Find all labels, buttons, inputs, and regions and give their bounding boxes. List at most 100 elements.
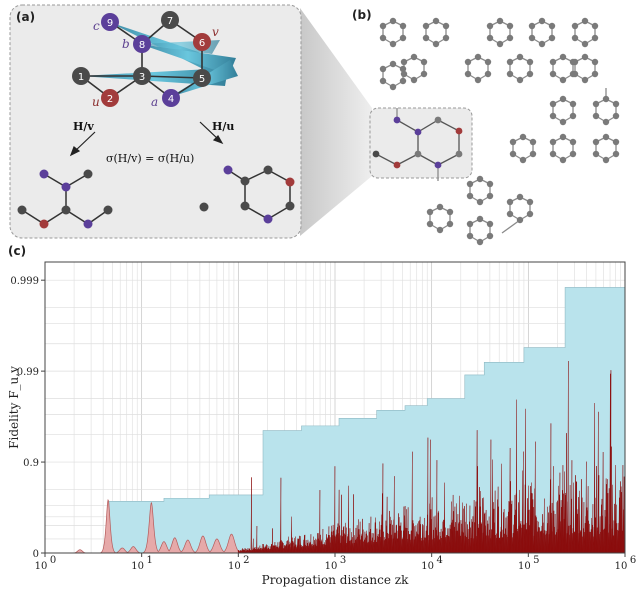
lattice-atom: [506, 34, 514, 42]
lattice-atom: [529, 138, 537, 146]
graphene-lattice: [379, 17, 620, 246]
lattice-atom: [569, 58, 577, 66]
lattice-atom: [581, 17, 589, 25]
letter-a: a: [151, 95, 158, 109]
lattice-atom: [466, 180, 474, 188]
node-7: 7: [161, 11, 179, 29]
lattice-atom: [506, 210, 514, 218]
lattice-atom: [389, 60, 397, 68]
lattice-atom: [422, 22, 430, 30]
lattice-atom: [581, 53, 589, 61]
lattice-atom: [526, 70, 534, 78]
lattice-atom: [420, 58, 428, 66]
panel-a-label: (a): [16, 10, 35, 24]
letter-b: b: [122, 37, 130, 51]
lattice-atom: [484, 70, 492, 78]
y-axis-title: Fidelity F_u,v: [7, 366, 21, 449]
lattice-atom: [581, 40, 589, 48]
lattice-atom: [496, 17, 504, 25]
lattice-atom: [581, 76, 589, 84]
lattice-atom: [379, 77, 387, 85]
lattice-atom: [516, 53, 524, 61]
lattice-atom: [602, 133, 610, 141]
lattice-atom: [506, 22, 514, 30]
lattice-atom: [516, 76, 524, 84]
series-running-max: [45, 287, 626, 554]
lattice-atom: [592, 138, 600, 146]
lattice-atom: [486, 22, 494, 30]
lattice-atom: [399, 77, 407, 85]
lattice-atom: [389, 17, 397, 25]
node-5: 5: [193, 69, 211, 87]
lattice-atom: [528, 34, 536, 42]
right-arrow-label: H/u: [212, 120, 234, 133]
zoom-box: [369, 107, 473, 179]
lattice-atom: [442, 22, 450, 30]
lattice-atom: [559, 156, 567, 164]
lattice-atom: [506, 70, 514, 78]
lattice-atom: [466, 232, 474, 240]
lattice-atom: [486, 180, 494, 188]
equation: σ(H/v) = σ(H/u): [106, 152, 194, 165]
lattice-atom: [476, 175, 484, 183]
x-tick-label: 10: [615, 561, 628, 572]
zoom-funnel: [300, 8, 372, 236]
lattice-atom: [476, 238, 484, 246]
fidelity-chart: 10010110210310410510600.90.990.999Propag…: [7, 261, 636, 587]
lattice-atom: [486, 34, 494, 42]
lattice-atom: [484, 58, 492, 66]
lattice-atom: [466, 220, 474, 228]
lattice-atom: [569, 70, 577, 78]
lattice-atom: [476, 215, 484, 223]
lattice-atom: [516, 216, 524, 224]
lattice-atom: [464, 70, 472, 78]
lattice-atom: [559, 133, 567, 141]
svg-text:6: 6: [199, 38, 205, 49]
lattice-atom: [442, 34, 450, 42]
x-tick-exponent: 0: [50, 555, 56, 566]
lattice-atom: [426, 208, 434, 216]
lattice-atom: [549, 138, 557, 146]
lattice-atom: [496, 40, 504, 48]
left-arrow: [69, 131, 96, 157]
lattice-atom: [379, 22, 387, 30]
lattice-atom: [548, 22, 556, 30]
y-tick-label: 0.99: [17, 367, 39, 378]
node-1: 1: [72, 67, 90, 85]
svg-text:1: 1: [78, 72, 84, 83]
x-tick-label: 10: [228, 561, 241, 572]
y-tick-label: 0.999: [10, 276, 39, 287]
svg-text:9: 9: [107, 18, 113, 29]
left-arrow-label: H/v: [73, 120, 94, 133]
lattice-atom: [446, 208, 454, 216]
x-tick-exponent: 4: [436, 555, 442, 566]
letter-v: v: [212, 25, 219, 39]
lattice-atom: [569, 138, 577, 146]
molecule-h-u: [199, 165, 295, 224]
lattice-atom: [569, 100, 577, 108]
lattice-atom: [559, 118, 567, 126]
zoom-molecule: [372, 116, 463, 169]
lattice-bond: [501, 219, 521, 234]
molecule-nodes: 1 2 3 4 5 6 7 8 9: [72, 11, 211, 107]
node-4: 4: [162, 89, 180, 107]
lattice-atom: [559, 76, 567, 84]
lattice-atom: [526, 58, 534, 66]
lattice-atom: [519, 133, 527, 141]
x-tick-label: 10: [421, 561, 434, 572]
lattice-atom: [389, 83, 397, 91]
lattice-atom: [569, 150, 577, 158]
lattice-atom: [592, 100, 600, 108]
lattice-atom: [486, 220, 494, 228]
lattice-atom: [571, 34, 579, 42]
lattice-atom: [436, 226, 444, 234]
node-2: 2: [101, 89, 119, 107]
x-tick-exponent: 6: [630, 555, 636, 566]
panel-b-label: (b): [352, 8, 372, 22]
lattice-atom: [486, 232, 494, 240]
lattice-atom: [400, 70, 408, 78]
lattice-atom: [612, 138, 620, 146]
lattice-atom: [399, 34, 407, 42]
lattice-atom: [529, 150, 537, 158]
